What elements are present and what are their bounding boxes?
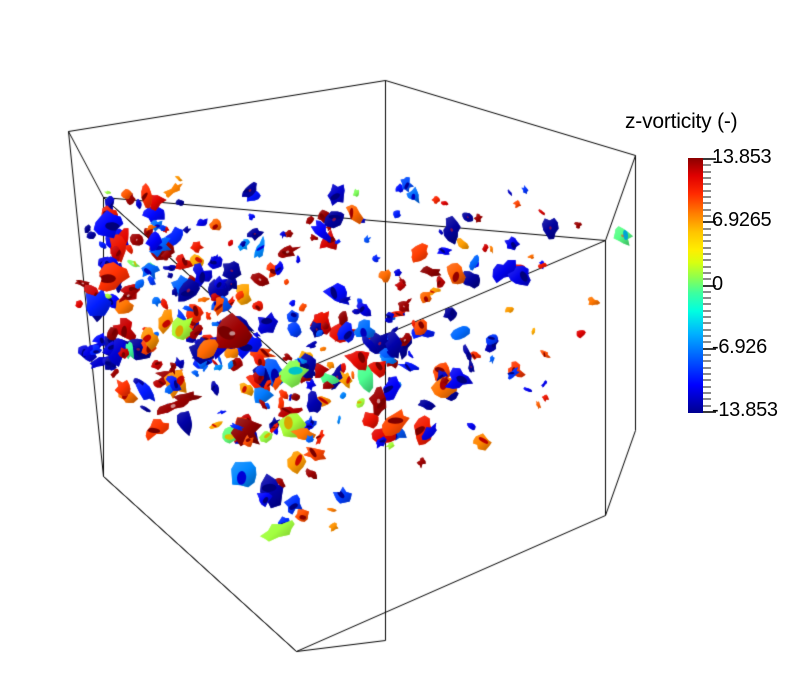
- scalar-bar-minor-tick: [703, 316, 711, 319]
- scalar-bar-minor-tick: [703, 366, 711, 369]
- scalar-bar-minor-tick: [703, 290, 711, 293]
- scalar-bar-label: -13.853: [712, 399, 778, 421]
- scalar-bar-minor-tick: [703, 278, 711, 281]
- scalar-bar-major-tick: [703, 284, 716, 287]
- scalar-bar-minor-tick: [703, 328, 711, 331]
- scalar-bar-minor-tick: [703, 335, 711, 338]
- scalar-bar-minor-tick: [703, 195, 711, 198]
- scalar-bar-minor-tick: [703, 297, 711, 300]
- scalar-bar-minor-tick: [703, 183, 711, 186]
- scalar-bar-label: -6.926: [712, 335, 767, 358]
- scalar-bar-minor-tick: [703, 398, 711, 401]
- scalar-bar-minor-tick: [703, 303, 711, 306]
- scalar-bar-ticks: [703, 158, 717, 413]
- scalar-bar-minor-tick: [703, 373, 711, 376]
- color-gradient-strip: [688, 158, 703, 413]
- scalar-bar-minor-tick: [703, 208, 711, 211]
- scalar-bar-major-tick: [703, 347, 716, 350]
- scalar-bar-major-tick: [703, 411, 716, 413]
- scalar-bar-minor-tick: [703, 354, 711, 357]
- scalar-bar-minor-tick: [703, 404, 711, 407]
- scalar-bar[interactable]: z-vorticity (-) 13.853 6.9265 0 -6.926 -13.8…: [625, 110, 806, 420]
- scalar-bar-minor-tick: [703, 385, 711, 388]
- scalar-bar-minor-tick: [703, 189, 711, 192]
- scalar-bar-minor-tick: [703, 259, 711, 262]
- scalar-bar-minor-tick: [703, 309, 711, 312]
- scalar-bar-minor-tick: [703, 265, 711, 268]
- scalar-bar-minor-tick: [703, 252, 711, 255]
- scalar-bar-minor-tick: [703, 164, 711, 167]
- scalar-bar-minor-tick: [703, 271, 711, 274]
- scalar-bar-label: 6.9265: [712, 209, 772, 232]
- scalar-bar-minor-tick: [703, 322, 711, 325]
- scalar-bar-minor-tick: [703, 233, 711, 236]
- scalar-bar-major-tick: [703, 221, 716, 224]
- scalar-bar-labels: 13.853 6.9265 0 -6.926 -13.853: [625, 110, 806, 420]
- scalar-bar-minor-tick: [703, 240, 711, 243]
- scalar-bar-minor-tick: [703, 379, 711, 382]
- scalar-bar-minor-tick: [703, 392, 711, 395]
- scalar-bar-minor-tick: [703, 202, 711, 205]
- scalar-bar-title: z-vorticity (-): [625, 110, 738, 133]
- scalar-bar-minor-tick: [703, 246, 711, 249]
- scalar-bar-minor-tick: [703, 360, 711, 363]
- scalar-bar-minor-tick: [703, 214, 711, 217]
- scalar-bar-label: 0: [712, 272, 723, 295]
- scalar-bar-minor-tick: [703, 227, 711, 230]
- scalar-bar-major-tick: [703, 158, 716, 160]
- scalar-bar-minor-tick: [703, 341, 711, 344]
- scalar-bar-minor-tick: [703, 170, 711, 173]
- scalar-bar-minor-tick: [703, 176, 711, 179]
- scalar-bar-label: 13.853: [712, 146, 772, 168]
